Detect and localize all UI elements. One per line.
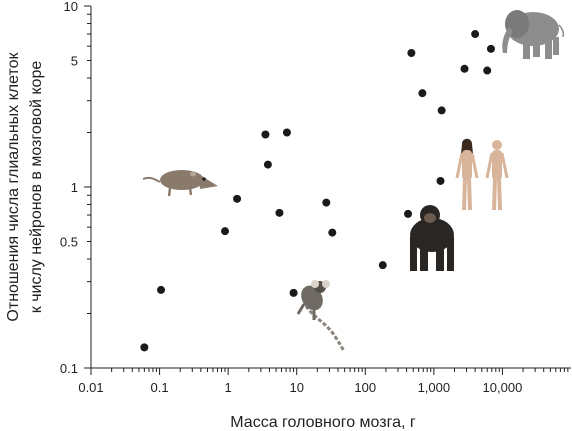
data-point [471,30,480,39]
data-point [418,89,427,98]
animal-images [142,10,565,352]
x-tick-label: 0.01 [78,380,103,395]
data-point [261,130,270,139]
x-tick-label: 10,000 [483,380,523,395]
data-point [322,198,331,207]
data-point [437,106,446,115]
x-tick-label: 0.1 [151,380,169,395]
elephant-image [502,10,565,59]
y-tick-label: 0.1 [60,361,78,376]
data-point [404,209,413,218]
data-point [328,228,337,237]
data-point [233,194,242,203]
x-tick-label: 1,000 [418,380,451,395]
data-point [483,66,492,75]
data-point [460,64,469,73]
chimpanzee-image [410,205,454,271]
y-tick-label: 10 [64,0,78,14]
data-points [140,30,495,352]
x-tick-label: 10 [289,380,303,395]
data-point [289,288,298,297]
humans-image [455,138,509,211]
data-point [275,208,284,217]
data-point [378,261,387,270]
marmoset-image [296,280,346,352]
y-axis-title-line-2: к числу нейронов в мозговой коре [28,61,45,314]
x-axis-title: Масса головного мозга, г [230,414,416,431]
data-point [486,44,495,53]
y-tick-label: 1 [71,180,78,195]
y-tick-label: 0.5 [60,234,78,249]
data-point [263,160,272,169]
x-tick-label: 100 [354,380,376,395]
data-point [282,128,291,137]
y-axis-title-line-1: Отношения числа глиальных клеток [5,51,22,321]
data-point [157,285,166,294]
data-point [221,227,230,236]
data-point [407,48,416,57]
data-point [436,176,445,185]
x-tick-label: 1 [225,380,232,395]
y-tick-label: 5 [71,53,78,68]
shrew-image [142,170,218,197]
data-point [140,343,149,352]
